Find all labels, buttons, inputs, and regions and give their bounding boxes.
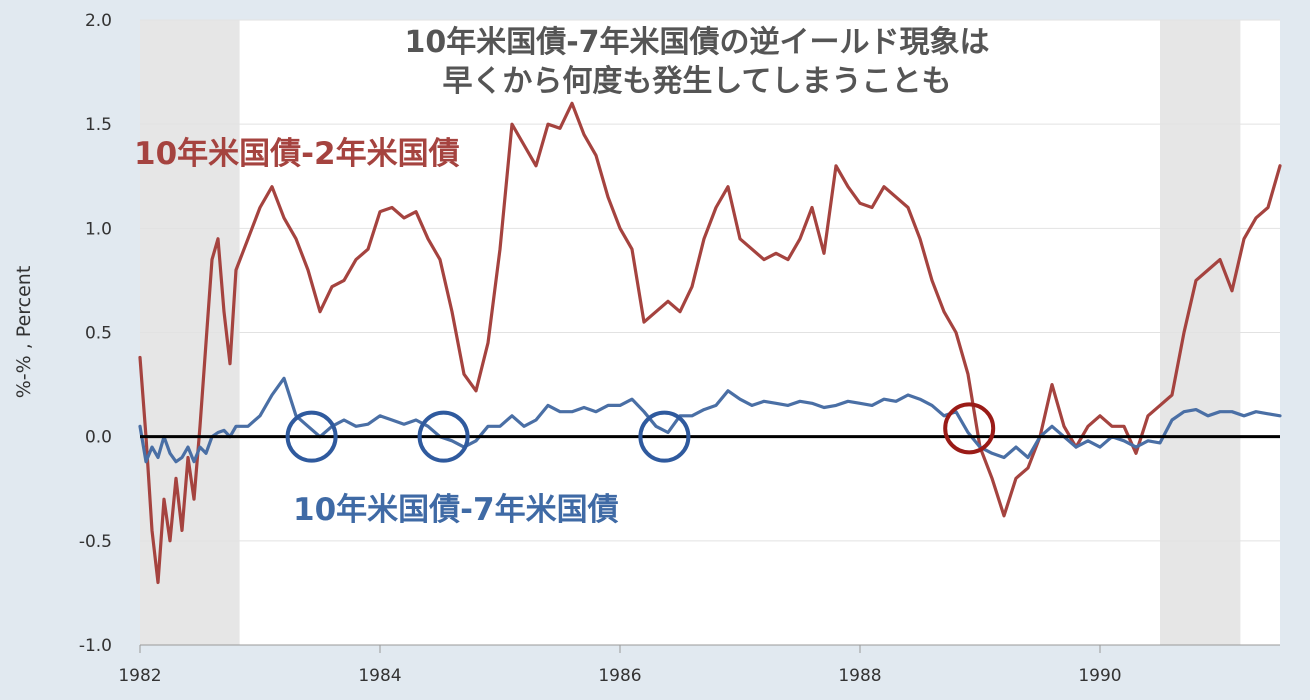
x-tick-label: 1990 bbox=[1078, 666, 1121, 686]
y-tick-label: 0.0 bbox=[85, 428, 112, 448]
annotation-circle-red-3 bbox=[943, 402, 996, 455]
y-tick-label: 0.5 bbox=[85, 324, 112, 344]
x-tick-label: 1986 bbox=[598, 666, 641, 686]
y-tick-label: -0.5 bbox=[79, 532, 112, 552]
y-axis-title: %-% , Percent bbox=[13, 266, 35, 399]
y-tick-label: 1.0 bbox=[85, 219, 112, 239]
series bbox=[138, 101, 1282, 585]
series-label-10y-2y: 10年米国債-2年米国債 bbox=[134, 136, 460, 172]
x-tick-label: 1988 bbox=[838, 666, 881, 686]
annotation-circle-blue-1 bbox=[417, 410, 470, 463]
y-axis-ticks: 2.0 1.5 1.0 0.5 0.0 -0.5 -1.0 bbox=[79, 11, 112, 656]
series-label-10y-7y: 10年米国債-7年米国債 bbox=[293, 492, 619, 528]
y-tick-label: 1.5 bbox=[85, 115, 112, 135]
annotations bbox=[285, 402, 996, 463]
y-tick-label: 2.0 bbox=[85, 11, 112, 31]
x-tick-label: 1984 bbox=[358, 666, 401, 686]
y-tick-label: -1.0 bbox=[79, 636, 112, 656]
chart-title-line-1: 10年米国債-7年米国債の逆イールド現象は bbox=[404, 25, 989, 60]
x-tick-label: 1982 bbox=[118, 666, 161, 686]
annotation-circle-blue-0 bbox=[285, 410, 338, 463]
chart-title-line-2: 早くから何度も発生してしまうことも bbox=[442, 64, 951, 99]
x-axis-ticks: 1982 1984 1986 1988 1990 bbox=[118, 644, 1280, 686]
series-line-spread_10y_7y bbox=[138, 376, 1282, 464]
annotation-circle-blue-2 bbox=[638, 410, 691, 463]
